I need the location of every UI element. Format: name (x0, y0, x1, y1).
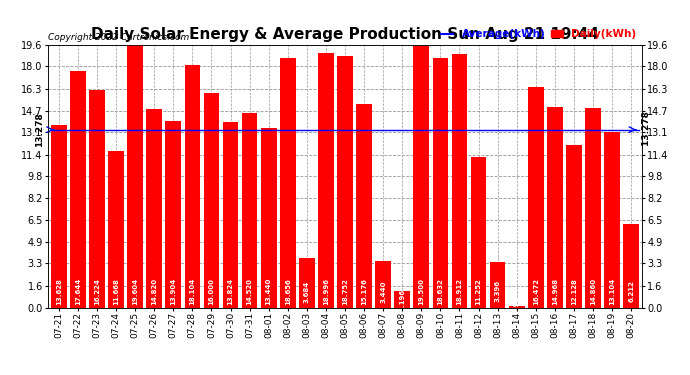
Text: 14.968: 14.968 (552, 278, 558, 305)
Text: 18.632: 18.632 (437, 278, 444, 305)
Text: 13.904: 13.904 (170, 278, 176, 305)
Text: 13.278: 13.278 (642, 111, 651, 148)
Text: 14.860: 14.860 (590, 278, 596, 305)
Bar (604, 132, 620, 308)
Bar (395, 291, 410, 308)
Text: 1.196: 1.196 (400, 288, 405, 310)
Bar (223, 122, 238, 308)
Text: 12.128: 12.128 (571, 278, 577, 305)
Bar (452, 54, 467, 307)
Text: 13.278: 13.278 (35, 112, 44, 147)
Bar (471, 157, 486, 308)
Text: 6.212: 6.212 (628, 280, 634, 302)
Legend: Average(kWh), Daily(kWh): Average(kWh), Daily(kWh) (441, 29, 636, 39)
Title: Daily Solar Energy & Average Production Sun Aug 21 19:44: Daily Solar Energy & Average Production … (91, 27, 599, 42)
Bar (547, 107, 563, 307)
Bar (623, 224, 639, 308)
Bar (413, 46, 429, 308)
Text: 13.440: 13.440 (266, 278, 272, 305)
Text: 18.912: 18.912 (457, 278, 462, 305)
Text: 3.396: 3.396 (495, 280, 501, 303)
Text: 14.520: 14.520 (246, 278, 253, 305)
Bar (280, 58, 295, 308)
Text: 17.644: 17.644 (75, 278, 81, 305)
Text: 18.656: 18.656 (285, 278, 290, 305)
Text: 19.604: 19.604 (132, 278, 138, 305)
Text: 13.824: 13.824 (228, 278, 233, 305)
Bar (585, 108, 601, 307)
Bar (299, 258, 315, 308)
Text: 11.668: 11.668 (113, 278, 119, 305)
Text: 16.472: 16.472 (533, 278, 539, 305)
Bar (127, 45, 143, 308)
Bar (108, 151, 124, 308)
Bar (528, 87, 544, 308)
Bar (204, 93, 219, 308)
Bar (70, 71, 86, 308)
Bar (166, 121, 181, 308)
Bar (146, 109, 162, 307)
Bar (566, 145, 582, 308)
Text: 15.176: 15.176 (361, 278, 367, 305)
Bar (337, 56, 353, 308)
Bar (261, 128, 277, 308)
Text: Copyright 2022 Cartronics.com: Copyright 2022 Cartronics.com (48, 33, 190, 42)
Text: 18.996: 18.996 (323, 278, 329, 305)
Text: 3.440: 3.440 (380, 280, 386, 303)
Bar (433, 58, 448, 308)
Bar (509, 306, 524, 308)
Text: 11.252: 11.252 (475, 278, 482, 305)
Text: 16.224: 16.224 (94, 278, 100, 305)
Bar (490, 262, 506, 308)
Text: 13.628: 13.628 (56, 278, 62, 305)
Text: 0.096: 0.096 (514, 296, 520, 318)
Text: 18.752: 18.752 (342, 278, 348, 305)
Text: 13.104: 13.104 (609, 278, 615, 305)
Bar (318, 53, 334, 307)
Bar (241, 113, 257, 308)
Bar (356, 104, 372, 308)
Bar (51, 125, 67, 308)
Text: 3.684: 3.684 (304, 280, 310, 303)
Bar (89, 90, 105, 308)
Text: 16.000: 16.000 (208, 278, 215, 305)
Text: 18.104: 18.104 (189, 278, 195, 305)
Text: 14.820: 14.820 (151, 278, 157, 305)
Bar (375, 261, 391, 308)
Text: 19.500: 19.500 (418, 278, 424, 305)
Bar (184, 65, 200, 308)
